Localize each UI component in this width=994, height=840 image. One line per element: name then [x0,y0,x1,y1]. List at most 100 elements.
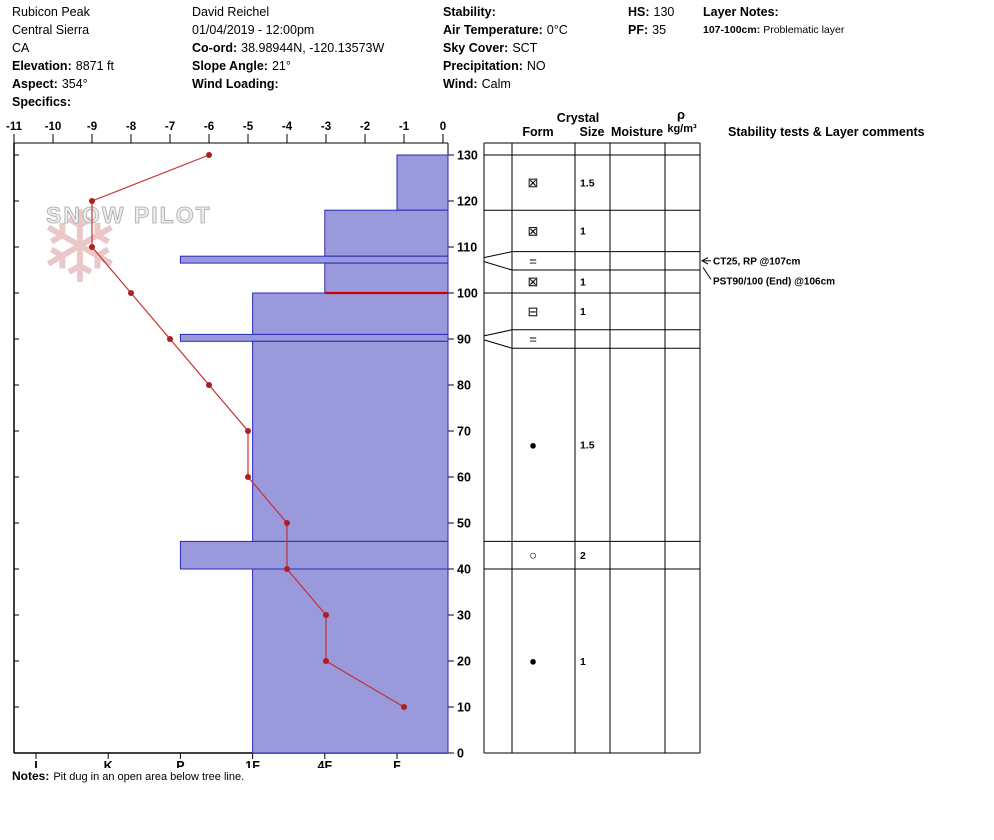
temperature-point [206,152,212,158]
coord-label: Co-ord: [192,41,238,55]
depth-tick-label: 110 [457,241,477,255]
crystal-size-value: 1 [580,656,586,668]
snowflake-watermark-icon: ❄ [38,192,122,304]
depth-tick-label: 40 [457,563,471,577]
temp-tick-label: -6 [204,121,214,133]
stability-test-result: CT25, RP @107cm [713,256,800,267]
stability-label: Stability: [443,5,496,19]
temperature-point [206,382,212,388]
aspect-label: Aspect: [12,77,58,91]
temperature-point [323,658,329,664]
snow-layer-bar [324,262,449,294]
temp-tick-label: -3 [321,121,331,133]
depth-tick-label: 10 [457,701,471,715]
size-header: Size [579,125,604,139]
hardness-tick-label: K [104,759,113,768]
crystal-size-value: 1 [580,306,586,318]
precipitation-label: Precipitation: [443,59,523,73]
snow-layer-bar [252,340,449,542]
crystal-form-symbol: ⊠ [528,175,539,190]
stability-test-result: PST90/100 (End) @106cm [713,276,835,287]
observation-datetime: 01/04/2019 - 12:00pm [192,23,315,37]
wind-loading-line: Wind Loading: [192,75,384,93]
temperature-point [323,612,329,618]
header-layer-notes-block: Layer Notes: 107-100cm: Problematic layer [703,3,844,39]
depth-tick-label: 0 [457,747,464,761]
thin-layer-wedge [483,329,513,337]
pit-name: Rubicon Peak [12,5,90,19]
pit-state: CA [12,41,30,55]
coord-line: Co-ord: 38.98944N, -120.13573W [192,39,384,57]
thin-layer-wedge [483,339,513,349]
wind-label: Wind: [443,77,478,91]
air-temp-line: Air Temperature: 0°C [443,21,568,39]
footer-notes: Notes: Pit dug in an open area below tree… [12,769,244,783]
pf-label: PF: [628,23,649,37]
crystal-form-symbol: = [529,332,537,347]
observer-name: David Reichel [192,5,270,19]
layer-note-range: 107-100cm: [703,24,761,36]
temperature-point [167,336,173,342]
temperature-point [128,290,134,296]
temperature-point [401,704,407,710]
sky-cover-line: Sky Cover: SCT [443,39,568,57]
temp-tick-label: -8 [126,121,137,133]
slope-angle-line: Slope Angle: 21° [192,57,384,75]
crystal-form-symbol: ○ [529,548,537,563]
air-temp-value: 0°C [546,23,568,37]
aspect-line: Aspect: 354° [12,75,114,93]
layer-note-text: Problematic layer [763,24,845,36]
depth-tick-label: 120 [457,195,478,209]
temperature-point [89,244,95,250]
hardness-tick-label: F [393,759,401,768]
sky-cover-label: Sky Cover: [443,41,509,55]
temp-tick-label: -2 [360,121,370,133]
temp-tick-label: -1 [399,121,410,133]
hs-line: HS: 130 [628,3,674,21]
thin-layer-wedge [483,251,513,259]
test-arrow-head [700,257,709,265]
depth-tick-label: 100 [457,287,478,301]
crystal-form-symbol: ● [529,654,537,669]
crystal-header: Crystal [557,111,599,125]
temp-tick-label: -5 [243,121,254,133]
pf-value: 35 [652,23,667,37]
snow-layer-bar [179,333,449,342]
crystal-form-symbol: ⊠ [528,223,539,238]
snow-layer-bar [252,568,449,754]
temperature-point [245,474,251,480]
depth-tick-label: 20 [457,655,471,669]
temp-tick-label: -7 [165,121,175,133]
specifics-line: Specifics: [12,93,114,111]
notes-text: Pit dug in an open area below tree line. [53,771,245,783]
crystal-size-value: 1 [580,276,586,288]
temperature-point [89,198,95,204]
crystal-form-symbol: ● [529,437,537,452]
stability-line: Stability: [443,3,568,21]
test-connector-line [702,267,712,280]
snow-layer-bar [252,292,449,335]
wind-line: Wind: Calm [443,75,568,93]
crystal-size-value: 1.5 [580,440,595,452]
elevation-label: Elevation: [12,59,72,73]
snow-layer-bar [179,540,449,570]
notes-label: Notes: [12,769,50,783]
header-observer-block: David Reichel 01/04/2019 - 12:00pm Co-or… [192,3,384,93]
hardness-tick-label: P [176,759,184,768]
depth-tick-label: 30 [457,609,471,623]
depth-tick-label: 130 [457,149,478,163]
crystal-form-symbol: ⊠ [528,274,539,289]
snow-layer-bar [179,255,449,264]
layer-notes-title: Layer Notes: [703,5,779,19]
header-weather-block: Stability: Air Temperature: 0°C Sky Cover… [443,3,568,93]
temperature-point [245,428,251,434]
pit-region: Central Sierra [12,23,90,37]
snow-profile-chart: ❄SNOW PILOT-11 -10 -9 -8 -7 -6 -5 -4 -3 -2 -1 00102… [6,110,925,768]
pf-line: PF: 35 [628,21,674,39]
temp-tick-label: -9 [87,121,97,133]
snow-layer-bar [324,209,449,257]
depth-tick-label: 60 [457,471,471,485]
temp-tick-label: -4 [282,121,293,133]
header-location-block: Rubicon Peak Central Sierra CA Elevation… [12,3,114,111]
temperature-point [284,520,290,526]
